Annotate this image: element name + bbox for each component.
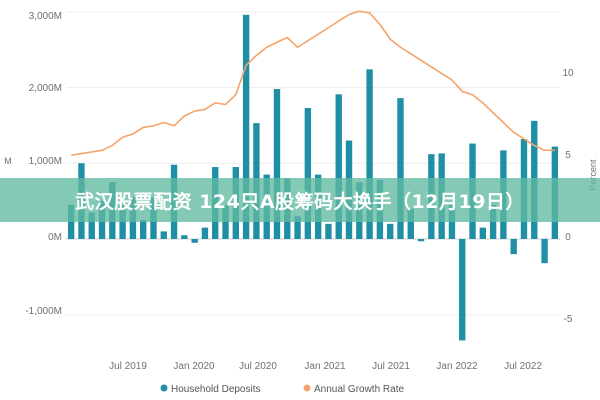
- banner-title: 武汉股票配资 124只A股筹码大换手（12月19日）: [75, 190, 525, 213]
- bar-household-deposits[interactable]: [242, 14, 250, 239]
- right-axis-title: Percent: [588, 159, 598, 191]
- bar-household-deposits[interactable]: [325, 223, 332, 239]
- bar-household-deposits[interactable]: [191, 238, 198, 243]
- legend: Household Deposits Annual Growth Rate: [160, 384, 405, 395]
- grid-lines: [66, 11, 560, 316]
- legend-item-annual-growth-rate[interactable]: Annual Growth Rate: [303, 384, 405, 395]
- x-tick-jul-2021: Jul 2021: [372, 361, 410, 372]
- x-tick-jan-2020: Jan 2020: [173, 361, 215, 372]
- left-tick-2000: 2,000M: [29, 83, 62, 94]
- x-tick-jul-2019: Jul 2019: [109, 361, 147, 372]
- bar-household-deposits[interactable]: [304, 107, 312, 239]
- legend-item-household-deposits[interactable]: Household Deposits: [160, 384, 261, 395]
- right-tick-0: 0: [565, 232, 571, 243]
- left-tick-1000: 1,000M: [29, 156, 62, 167]
- left-axis: 3,000M 2,000M 1,000M 0M -1,000M M: [4, 11, 62, 317]
- legend-dot-icon: [160, 384, 168, 392]
- x-tick-jan-2022: Jan 2022: [436, 361, 478, 372]
- bar-household-deposits[interactable]: [459, 238, 466, 341]
- bar-household-deposits[interactable]: [335, 94, 342, 239]
- legend-label-annual-growth-rate: Annual Growth Rate: [314, 384, 404, 395]
- x-tick-jul-2022: Jul 2022: [504, 361, 542, 372]
- x-tick-jan-2021: Jan 2021: [304, 361, 346, 372]
- bar-household-deposits[interactable]: [88, 212, 95, 239]
- left-axis-title: M: [4, 156, 12, 166]
- bar-household-deposits[interactable]: [397, 98, 404, 239]
- left-tick-neg1000: -1,000M: [25, 306, 62, 317]
- bar-household-deposits[interactable]: [294, 216, 301, 239]
- bar-household-deposits[interactable]: [273, 89, 281, 239]
- headline-banner: 武汉股票配资 124只A股筹码大换手（12月19日）: [0, 178, 600, 222]
- bar-household-deposits[interactable]: [417, 238, 425, 242]
- bar-household-deposits[interactable]: [366, 69, 373, 239]
- bar-household-deposits[interactable]: [387, 223, 394, 239]
- right-tick-10: 10: [562, 68, 574, 79]
- bar-household-deposits[interactable]: [160, 231, 167, 239]
- legend-label-household-deposits: Household Deposits: [171, 384, 261, 395]
- line-annual-growth-rate[interactable]: [71, 10, 555, 157]
- bar-household-deposits[interactable]: [140, 220, 147, 239]
- left-tick-3000: 3,000M: [29, 11, 62, 22]
- left-tick-0: 0M: [48, 232, 62, 243]
- line-group: [71, 10, 555, 157]
- bar-household-deposits[interactable]: [181, 235, 188, 239]
- bar-household-deposits[interactable]: [541, 238, 548, 264]
- bar-household-deposits[interactable]: [407, 208, 414, 239]
- right-tick-5: 5: [565, 150, 571, 161]
- legend-dot-icon: [303, 384, 311, 392]
- x-axis: Jul 2019 Jan 2020 Jul 2020 Jan 2021 Jul …: [109, 361, 542, 372]
- right-axis: 10 5 0 -5 Percent: [562, 68, 598, 325]
- bar-household-deposits[interactable]: [479, 227, 486, 239]
- right-tick-neg5: -5: [564, 314, 573, 325]
- bar-household-deposits[interactable]: [201, 227, 209, 239]
- x-tick-jul-2020: Jul 2020: [239, 361, 277, 372]
- bar-household-deposits[interactable]: [510, 238, 517, 255]
